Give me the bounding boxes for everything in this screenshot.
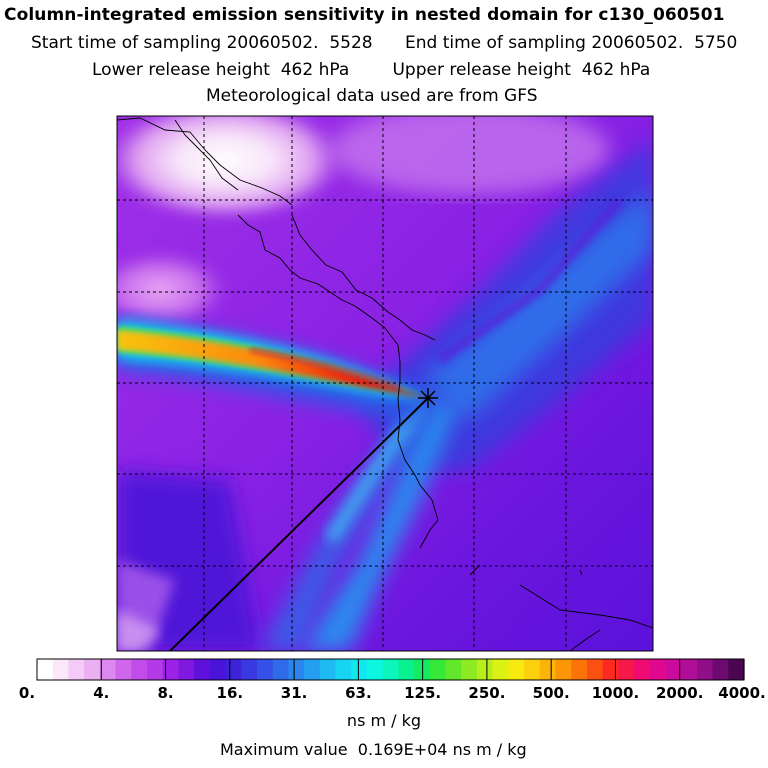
colorbar-label: 2000. [655, 684, 704, 702]
colorbar-label: 1000. [591, 684, 640, 702]
release-point-marker [418, 388, 438, 408]
colorbar-cell [586, 659, 604, 680]
colorbar-cell [665, 659, 682, 680]
colorbar-cell [398, 659, 415, 680]
colorbar-cell [445, 659, 462, 680]
met-data-line: Meteorological data used are from GFS [206, 86, 538, 106]
colorbar-cell [194, 659, 211, 680]
colorbar-cell [272, 659, 289, 680]
colorbar-cell [728, 659, 745, 680]
colorbar-units: ns m / kg [346, 711, 422, 730]
colorbar-cell [131, 659, 148, 680]
field-layer [117, 116, 653, 651]
colorbar-cell [241, 659, 258, 680]
coastlines [117, 117, 653, 651]
colorbar-cell [649, 659, 667, 680]
colorbar-cell [712, 659, 729, 680]
sampling-time-line: Start time of sampling 20060502. 5528 En… [31, 33, 738, 53]
colorbar-cell [146, 659, 164, 680]
colorbar-cell [225, 659, 242, 680]
colorbar-label: 500. [532, 684, 570, 702]
colorbar-cell [618, 659, 635, 680]
colorbar-cell [37, 659, 54, 680]
colorbar-cell [319, 659, 337, 680]
colorbar-cell [84, 659, 101, 680]
colorbar-label: 8. [157, 684, 174, 702]
colorbar-cell [52, 659, 70, 680]
colorbar-cell [571, 659, 588, 680]
colorbar-label: 63. [345, 684, 372, 702]
colorbar-cell [382, 659, 399, 680]
colorbar-cell [461, 659, 478, 680]
graticule [117, 116, 653, 651]
colorbar-label: 4. [93, 684, 110, 702]
colorbar-cell [162, 659, 179, 680]
colorbar-label: 4000. [718, 684, 766, 702]
map-frame [116, 115, 654, 652]
colorbar-label: 250. [468, 684, 506, 702]
colorbar-cell [304, 659, 321, 680]
colorbar-cell [476, 659, 494, 680]
colorbar [36, 658, 745, 681]
colorbar-cell [539, 659, 557, 680]
colorbar-cell [366, 659, 384, 680]
colorbar-cell [209, 659, 227, 680]
colorbar-cell [681, 659, 698, 680]
colorbar-cell [351, 659, 368, 680]
colorbar-cell [68, 659, 85, 680]
colorbar-cell [602, 659, 619, 680]
colorbar-label: 125. [404, 684, 442, 702]
colorbar-cell [429, 659, 447, 680]
colorbar-cell [492, 659, 509, 680]
colorbar-label: 0. [18, 684, 36, 702]
colorbar-cell [256, 659, 274, 680]
release-height-line: Lower release height 462 hPa Upper relea… [92, 60, 651, 80]
colorbar-cell [524, 659, 541, 680]
colorbar-cell [288, 659, 305, 680]
plot-title: Column-integrated emission sensitivity i… [4, 5, 725, 25]
colorbar-cell [99, 659, 117, 680]
colorbar-cell [696, 659, 714, 680]
flight-track [169, 397, 429, 651]
colorbar-label: 31. [280, 684, 308, 702]
colorbar-cell [178, 659, 195, 680]
colorbar-cell [634, 659, 651, 680]
colorbar-cell [508, 659, 525, 680]
colorbar-cell [555, 659, 572, 680]
maximum-value-note: Maximum value 0.169E+04 ns m / kg [220, 740, 527, 759]
colorbar-label: 16. [216, 684, 244, 702]
colorbar-cell [335, 659, 352, 680]
colorbar-cell [115, 659, 132, 680]
